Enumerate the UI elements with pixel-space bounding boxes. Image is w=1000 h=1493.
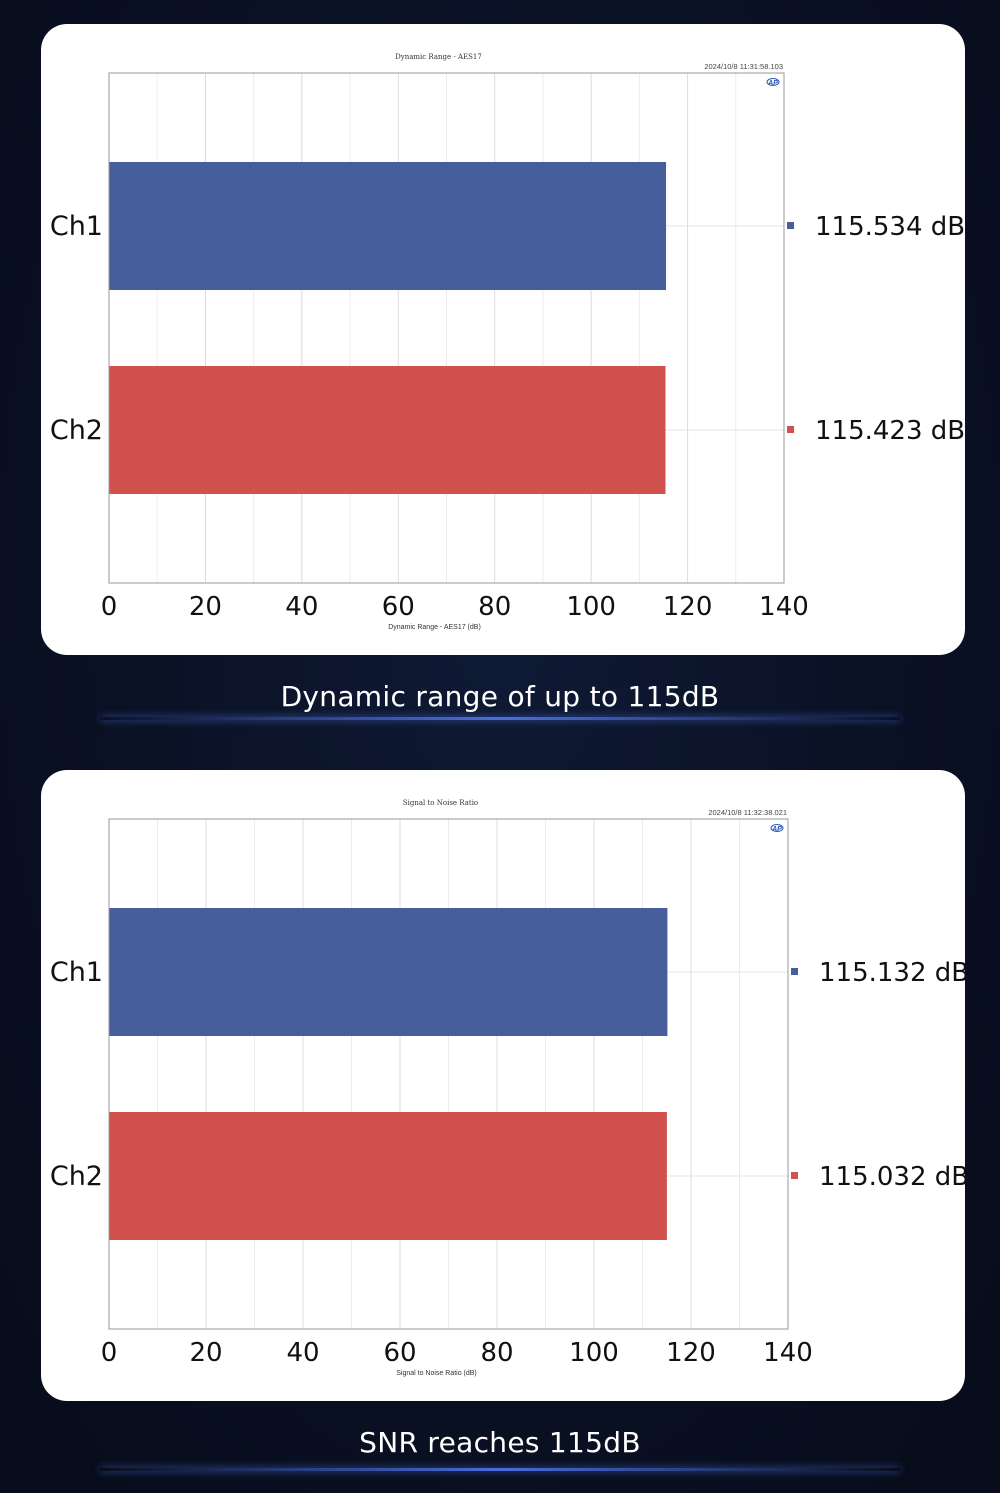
bar-ch2: [109, 1112, 667, 1240]
category-label: Ch1: [50, 957, 103, 988]
value-marker: [787, 426, 794, 433]
chart-title: Dynamic Range - AES17: [395, 53, 482, 61]
ap-logo-icon: AP: [766, 78, 780, 87]
value-marker: [791, 968, 798, 975]
dynamic-range-chart-card: Dynamic Range - AES17 2024/10/8 11:31:58.…: [41, 24, 965, 655]
x-tick-label: 100: [569, 1338, 619, 1368]
bar-ch2: [109, 366, 666, 494]
bar-ch1: [109, 162, 667, 290]
x-tick-label: 60: [382, 592, 415, 622]
ap-logo-ring: [770, 824, 784, 832]
value-label: 115.132 dB: [819, 958, 965, 988]
category-label: Ch2: [50, 415, 103, 446]
x-tick-label: 140: [763, 1338, 813, 1368]
x-tick-label: 0: [101, 1338, 118, 1368]
x-axis-label: Signal to Noise Ratio (dB): [396, 1370, 477, 1377]
x-tick-label: 40: [285, 592, 318, 622]
snr-chart-card: Signal to Noise Ratio 2024/10/8 11:32:38.…: [41, 770, 965, 1401]
category-label: Ch1: [50, 211, 103, 242]
value-label: 115.032 dB: [819, 1162, 965, 1192]
ap-logo-mark: AP: [771, 826, 782, 833]
chart-timestamp: 2024/10/8 11:31:58.103: [704, 62, 783, 71]
snr-caption: SNR reaches 115dB: [359, 1426, 641, 1459]
x-tick-label: 140: [759, 592, 809, 622]
x-tick-label: 40: [286, 1338, 319, 1368]
chart-timestamp: 2024/10/8 11:32:38.021: [708, 808, 787, 817]
value-marker: [787, 222, 794, 229]
caption-glow-line: [100, 717, 900, 720]
x-tick-label: 20: [189, 592, 222, 622]
x-tick-label: 20: [189, 1338, 222, 1368]
ap-logo-icon: AP: [770, 824, 784, 833]
plot-frame: [108, 818, 789, 1330]
x-tick-label: 80: [478, 592, 511, 622]
snr-chart: Signal to Noise Ratio 2024/10/8 11:32:38.…: [50, 799, 965, 1377]
x-tick-label: 60: [383, 1338, 416, 1368]
chart-title: Signal to Noise Ratio: [403, 799, 478, 807]
bar-ch1: [109, 908, 668, 1036]
x-tick-label: 120: [666, 1338, 716, 1368]
dynamic-range-caption: Dynamic range of up to 115dB: [280, 680, 720, 713]
x-tick-label: 80: [480, 1338, 513, 1368]
x-axis-label: Dynamic Range - AES17 (dB): [388, 624, 481, 631]
value-marker: [791, 1172, 798, 1179]
value-label: 115.423 dB: [815, 416, 965, 446]
ap-logo-mark: AP: [767, 80, 778, 87]
value-label: 115.534 dB: [815, 212, 965, 242]
x-tick-label: 100: [566, 592, 616, 622]
ap-logo-ring: [766, 78, 780, 86]
category-label: Ch2: [50, 1161, 103, 1192]
dynamic-range-chart: Dynamic Range - AES17 2024/10/8 11:31:58.…: [50, 53, 965, 631]
caption-glow-line: [100, 1468, 900, 1471]
plot-frame: [108, 72, 785, 584]
x-tick-label: 120: [663, 592, 713, 622]
x-tick-label: 0: [101, 592, 118, 622]
